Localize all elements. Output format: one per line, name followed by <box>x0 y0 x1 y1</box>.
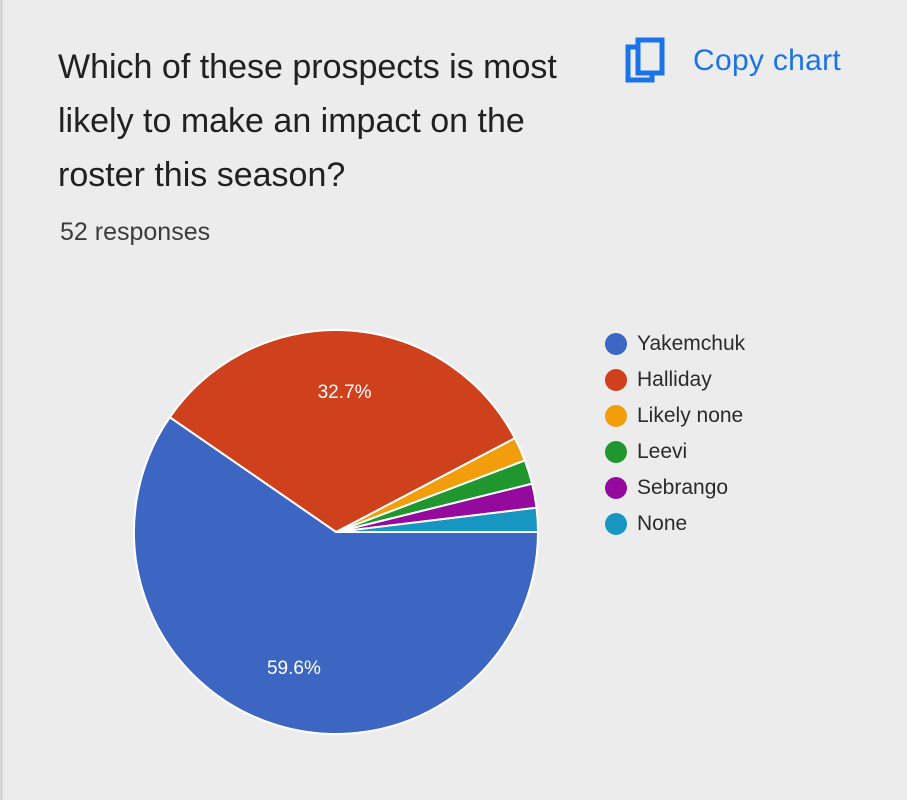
legend-item-likely-none[interactable]: Likely none <box>605 398 745 434</box>
copy-chart-label: Copy chart <box>693 44 842 77</box>
response-count: 52 responses <box>60 218 211 246</box>
legend-item-yakemchuk[interactable]: Yakemchuk <box>605 326 745 362</box>
pie-chart: 32.7% 59.6% <box>133 329 540 735</box>
legend-swatch <box>605 513 627 535</box>
legend-label: Yakemchuk <box>637 332 746 355</box>
legend-swatch <box>605 369 627 391</box>
legend-item-sebrango[interactable]: Sebrango <box>605 470 745 506</box>
legend-label: Halliday <box>637 368 712 391</box>
copy-icon <box>625 37 667 85</box>
pie-label-halliday: 32.7% <box>318 382 372 403</box>
legend-label: Likely none <box>637 404 744 427</box>
legend-item-halliday[interactable]: Halliday <box>605 362 745 398</box>
legend-swatch <box>605 405 627 427</box>
legend-label: None <box>637 512 688 535</box>
legend-item-leevi[interactable]: Leevi <box>605 434 745 470</box>
legend-swatch <box>605 477 627 499</box>
pie-slice-yakemchuk[interactable] <box>133 415 540 735</box>
copy-chart-button[interactable]: Copy chart <box>625 37 842 85</box>
legend-label: Sebrango <box>637 476 729 499</box>
legend-label: Leevi <box>637 440 688 463</box>
pie-slice-halliday[interactable] <box>168 329 517 534</box>
question-title: Which of these prospects is most likely … <box>58 48 557 194</box>
legend-swatch <box>605 441 627 463</box>
legend-swatch <box>605 333 627 355</box>
pie-label-yakemchuk: 59.6% <box>267 658 321 679</box>
legend-item-none[interactable]: None <box>605 506 745 542</box>
chart-legend: Yakemchuk Halliday Likely none Leevi Sebrang… <box>605 326 745 542</box>
